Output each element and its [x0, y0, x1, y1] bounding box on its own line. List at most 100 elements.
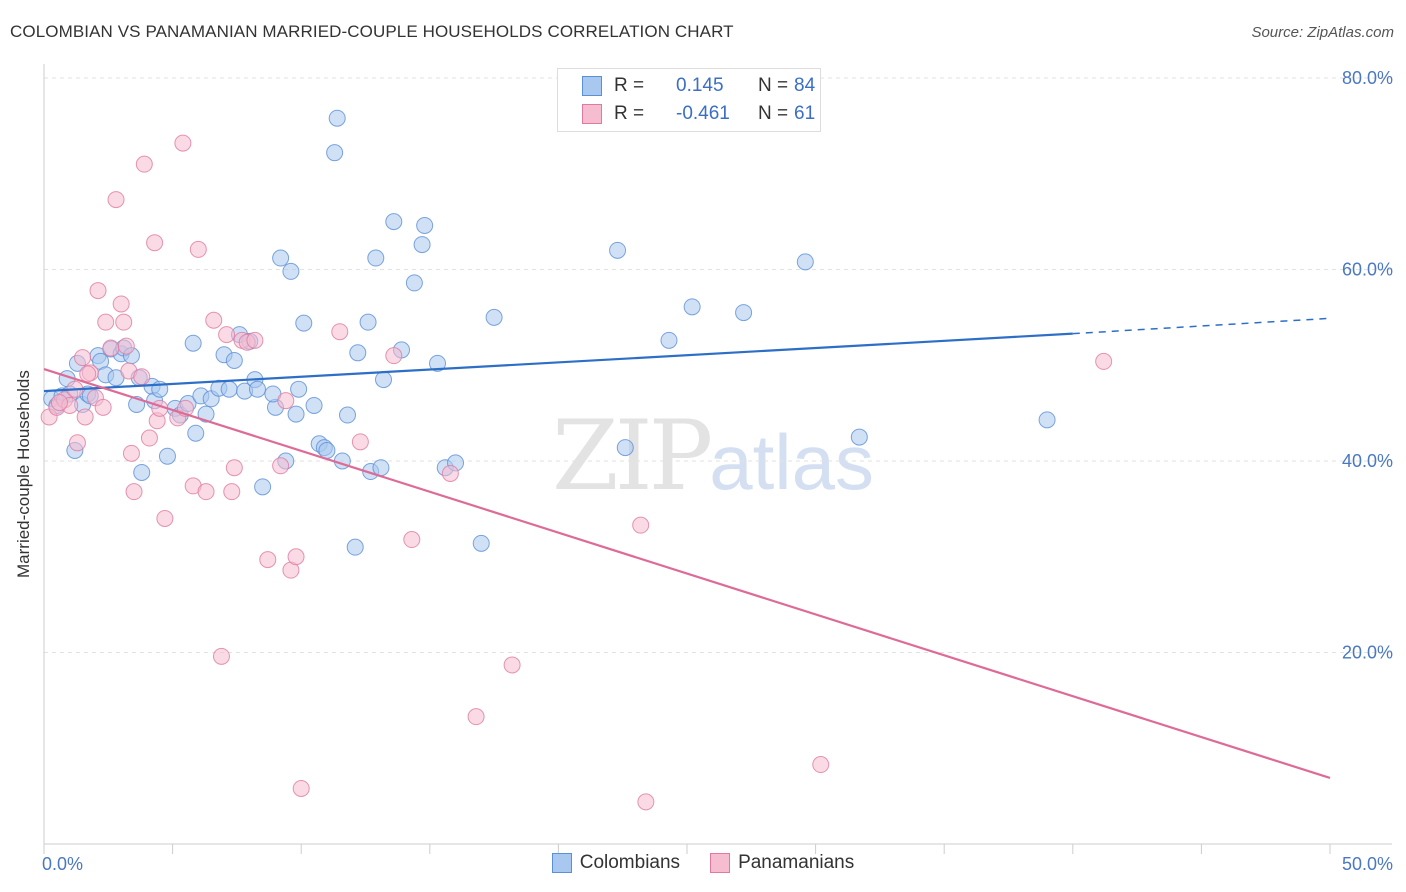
y-tick-label: 20.0% — [1342, 643, 1393, 663]
data-point — [74, 349, 92, 367]
data-point — [248, 380, 266, 398]
data-point — [295, 314, 313, 332]
data-point — [125, 483, 143, 501]
data-point — [338, 406, 356, 424]
n-label: N = — [758, 75, 789, 96]
data-point — [156, 509, 174, 527]
colombians-legend-swatch — [551, 853, 572, 873]
r-label: R = — [614, 75, 645, 96]
n-value: 61 — [794, 103, 816, 124]
data-point — [187, 424, 205, 442]
source-label: Source: ZipAtlas.com — [1251, 24, 1394, 41]
data-point — [735, 304, 753, 322]
data-point — [197, 405, 215, 423]
trend-line-panamanians — [43, 368, 1331, 779]
data-point — [94, 398, 112, 416]
n-label: N = — [758, 103, 789, 124]
data-point — [277, 392, 295, 410]
data-point — [292, 779, 310, 797]
data-point — [97, 313, 115, 331]
data-point — [359, 313, 377, 331]
data-point — [259, 551, 277, 569]
data-point — [637, 793, 655, 811]
data-point — [50, 394, 68, 412]
data-point — [796, 253, 814, 271]
data-point — [683, 298, 701, 316]
watermark: ZIPatlas — [552, 400, 874, 512]
data-point — [272, 457, 290, 475]
panamanians-legend-swatch — [710, 853, 731, 873]
watermark-zip: ZIP — [552, 400, 713, 512]
data-point — [328, 109, 346, 127]
chart-title: COLOMBIAN VS PANAMANIAN MARRIED-COUPLE H… — [10, 22, 734, 41]
data-point — [117, 337, 135, 355]
data-point — [146, 234, 164, 252]
data-point — [331, 323, 349, 341]
data-point — [68, 434, 86, 452]
legend-item-colombians[interactable]: Colombians — [551, 852, 681, 874]
data-point — [503, 656, 521, 674]
panamanians-swatch — [582, 104, 602, 124]
n-value: 84 — [794, 75, 816, 96]
data-point — [632, 516, 650, 534]
data-point — [223, 483, 241, 501]
data-point — [184, 334, 202, 352]
data-point — [472, 534, 490, 552]
data-point — [351, 433, 369, 451]
r-value: 0.145 — [676, 75, 724, 96]
data-point — [326, 144, 344, 162]
data-point — [485, 308, 503, 326]
y-axis-title: Married-couple Households — [14, 370, 33, 578]
data-point — [133, 463, 151, 481]
data-point — [174, 134, 192, 152]
data-point — [140, 429, 158, 447]
data-point — [282, 262, 300, 280]
data-point — [349, 344, 367, 362]
data-point — [79, 365, 97, 383]
x-tick-label: 0.0% — [42, 854, 83, 874]
data-point — [385, 347, 403, 365]
data-point — [76, 408, 94, 426]
data-point — [1095, 352, 1113, 370]
data-point — [197, 483, 215, 501]
data-point — [318, 441, 336, 459]
data-point — [112, 295, 130, 313]
data-point — [429, 354, 447, 372]
data-point — [367, 249, 385, 267]
data-point — [220, 380, 238, 398]
data-point — [346, 538, 364, 556]
data-point — [1038, 411, 1056, 429]
x-tick-label: 50.0% — [1342, 854, 1393, 874]
r-label: R = — [614, 103, 645, 124]
y-tick-label: 60.0% — [1342, 260, 1393, 280]
data-point — [225, 351, 243, 369]
data-point — [413, 236, 431, 254]
data-point — [850, 428, 868, 446]
data-point — [158, 447, 176, 465]
y-tick-label: 40.0% — [1342, 451, 1393, 471]
data-point — [416, 216, 434, 234]
legend-item-panamanians[interactable]: Panamanians — [710, 852, 854, 874]
data-point — [205, 311, 223, 329]
stats-legend: R = 0.145 N = 84 R = -0.461 N = 61 — [557, 68, 821, 132]
data-point — [254, 478, 272, 496]
series-legend: Colombians Panamanians — [0, 852, 1406, 874]
data-point — [305, 396, 323, 414]
data-point — [441, 464, 459, 482]
data-point — [115, 313, 133, 331]
data-point — [272, 249, 290, 267]
data-point — [135, 155, 153, 173]
data-point — [467, 708, 485, 726]
trend-line-colombians — [43, 332, 1073, 393]
r-value: -0.461 — [676, 103, 730, 124]
data-point — [403, 531, 421, 549]
data-point — [133, 368, 151, 386]
data-point — [616, 439, 634, 457]
y-tick-label: 80.0% — [1342, 68, 1393, 88]
data-point — [89, 282, 107, 300]
watermark-atlas: atlas — [709, 418, 874, 506]
data-point — [189, 240, 207, 258]
legend-label-panamanians: Panamanians — [738, 852, 855, 873]
legend-label-colombians: Colombians — [579, 852, 681, 873]
data-point — [102, 339, 120, 357]
